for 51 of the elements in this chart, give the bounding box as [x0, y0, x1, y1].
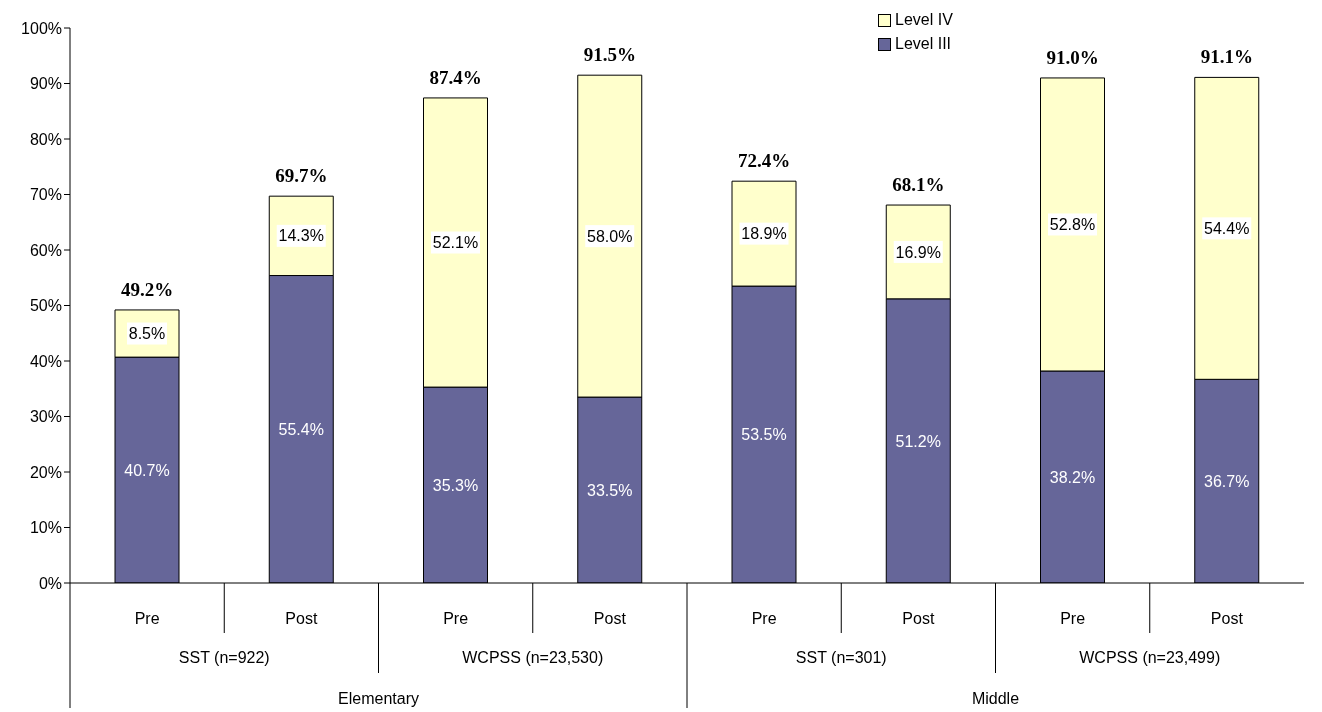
y-tick-label: 20%: [29, 463, 62, 481]
data-label: 54.4%: [1204, 219, 1250, 237]
total-label: 49.2%: [120, 278, 174, 300]
text: SST (n=301): [795, 649, 887, 666]
data-label: 36.7%: [1204, 472, 1250, 490]
data-label: 33.5%: [587, 481, 633, 499]
total-label: 91.1%: [1200, 46, 1253, 68]
data-label: 55.4%: [278, 420, 324, 438]
x-tick-label: Pre: [443, 610, 469, 628]
data-label: 52.1%: [432, 234, 479, 252]
x-tick-label: Pre: [751, 610, 777, 628]
data-label: 51.2%: [895, 432, 941, 450]
y-tick-label: 100%: [21, 19, 62, 37]
data-label: 35.3%: [432, 476, 479, 494]
y-tick-label: 50%: [29, 297, 62, 315]
text: Elementary: [338, 690, 419, 707]
x-tick-label: Post: [1210, 610, 1244, 628]
y-tick-label: 80%: [29, 130, 62, 148]
text: Middle: [971, 690, 1020, 707]
x-tick-label: Pre: [1060, 610, 1086, 628]
text: WCPSS (n=23,499): [1079, 649, 1221, 666]
data-label: 52.8%: [1049, 216, 1096, 234]
y-tick-label: 40%: [29, 352, 62, 370]
total-label: 91.5%: [583, 44, 636, 66]
total-label: 69.7%: [275, 165, 328, 187]
legend-label: Level IV: [895, 11, 953, 29]
x-tick-label: Post: [593, 610, 627, 628]
data-label: 16.9%: [895, 243, 941, 261]
data-label: 53.5%: [741, 426, 787, 444]
total-label: 91.0%: [1046, 46, 1099, 68]
total-label: 87.4%: [429, 66, 482, 88]
y-tick-label: 0%: [38, 574, 62, 592]
x-tick-label: Post: [902, 610, 935, 628]
x-tick-label: Pre: [134, 610, 160, 628]
x-tick-label: Post: [285, 610, 318, 628]
text: WCPSS (n=23,530): [462, 649, 604, 666]
data-label: 40.7%: [124, 461, 170, 479]
data-label: 8.5%: [128, 325, 166, 343]
total-label: 68.1%: [892, 174, 945, 196]
data-label: 18.9%: [741, 225, 787, 243]
total-label: 72.4%: [737, 150, 791, 172]
y-tick-label: 70%: [29, 186, 62, 204]
data-label: 38.2%: [1049, 468, 1096, 486]
text: SST (n=922): [178, 649, 270, 666]
y-tick-label: 60%: [29, 241, 62, 259]
data-label: 58.0%: [587, 227, 633, 245]
legend-label: Level III: [895, 35, 952, 53]
y-tick-label: 90%: [29, 75, 62, 93]
y-tick-label: 10%: [29, 519, 62, 537]
data-label: 14.3%: [278, 227, 324, 245]
y-tick-label: 30%: [29, 408, 62, 426]
